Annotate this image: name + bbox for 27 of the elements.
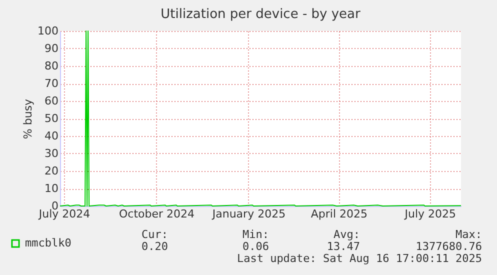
y-tick-label: 80 (44, 60, 58, 72)
y-tick-label: 30 (44, 147, 58, 160)
x-tick-label: October 2024 (118, 208, 194, 220)
x-tick-label: July 2025 (404, 208, 456, 220)
x-tick-label: April 2025 (310, 208, 368, 220)
text: 0.20 (142, 240, 168, 253)
y-tick-label: 70 (44, 77, 58, 90)
line-series (60, 30, 462, 206)
text: Min: (242, 228, 269, 241)
text: 13.47 (326, 240, 360, 253)
text: 0.06 (242, 240, 269, 253)
y-axis-title: % busy (22, 98, 35, 140)
text: Cur: (142, 228, 168, 241)
text: Avg: (334, 228, 360, 241)
text: Last update: Sat Aug 16 17:00:11 2025 (236, 252, 482, 265)
y-tick-label: 60 (44, 94, 58, 108)
x-tick-label: January 2025 (211, 208, 286, 220)
y-tick-label: 40 (44, 130, 58, 142)
y-tick-label: 20 (44, 164, 58, 178)
y-tick-label: 10 (44, 182, 58, 195)
chart-title: Utilization per device - by year (160, 7, 362, 22)
text: 1377680.76 (416, 240, 482, 253)
text: Max: (456, 228, 482, 241)
y-tick-label: 90 (44, 42, 58, 55)
y-tick-label: 50 (44, 112, 58, 125)
legend-label: mmcblk0 (25, 236, 72, 250)
y-tick-label: 100 (38, 24, 58, 38)
